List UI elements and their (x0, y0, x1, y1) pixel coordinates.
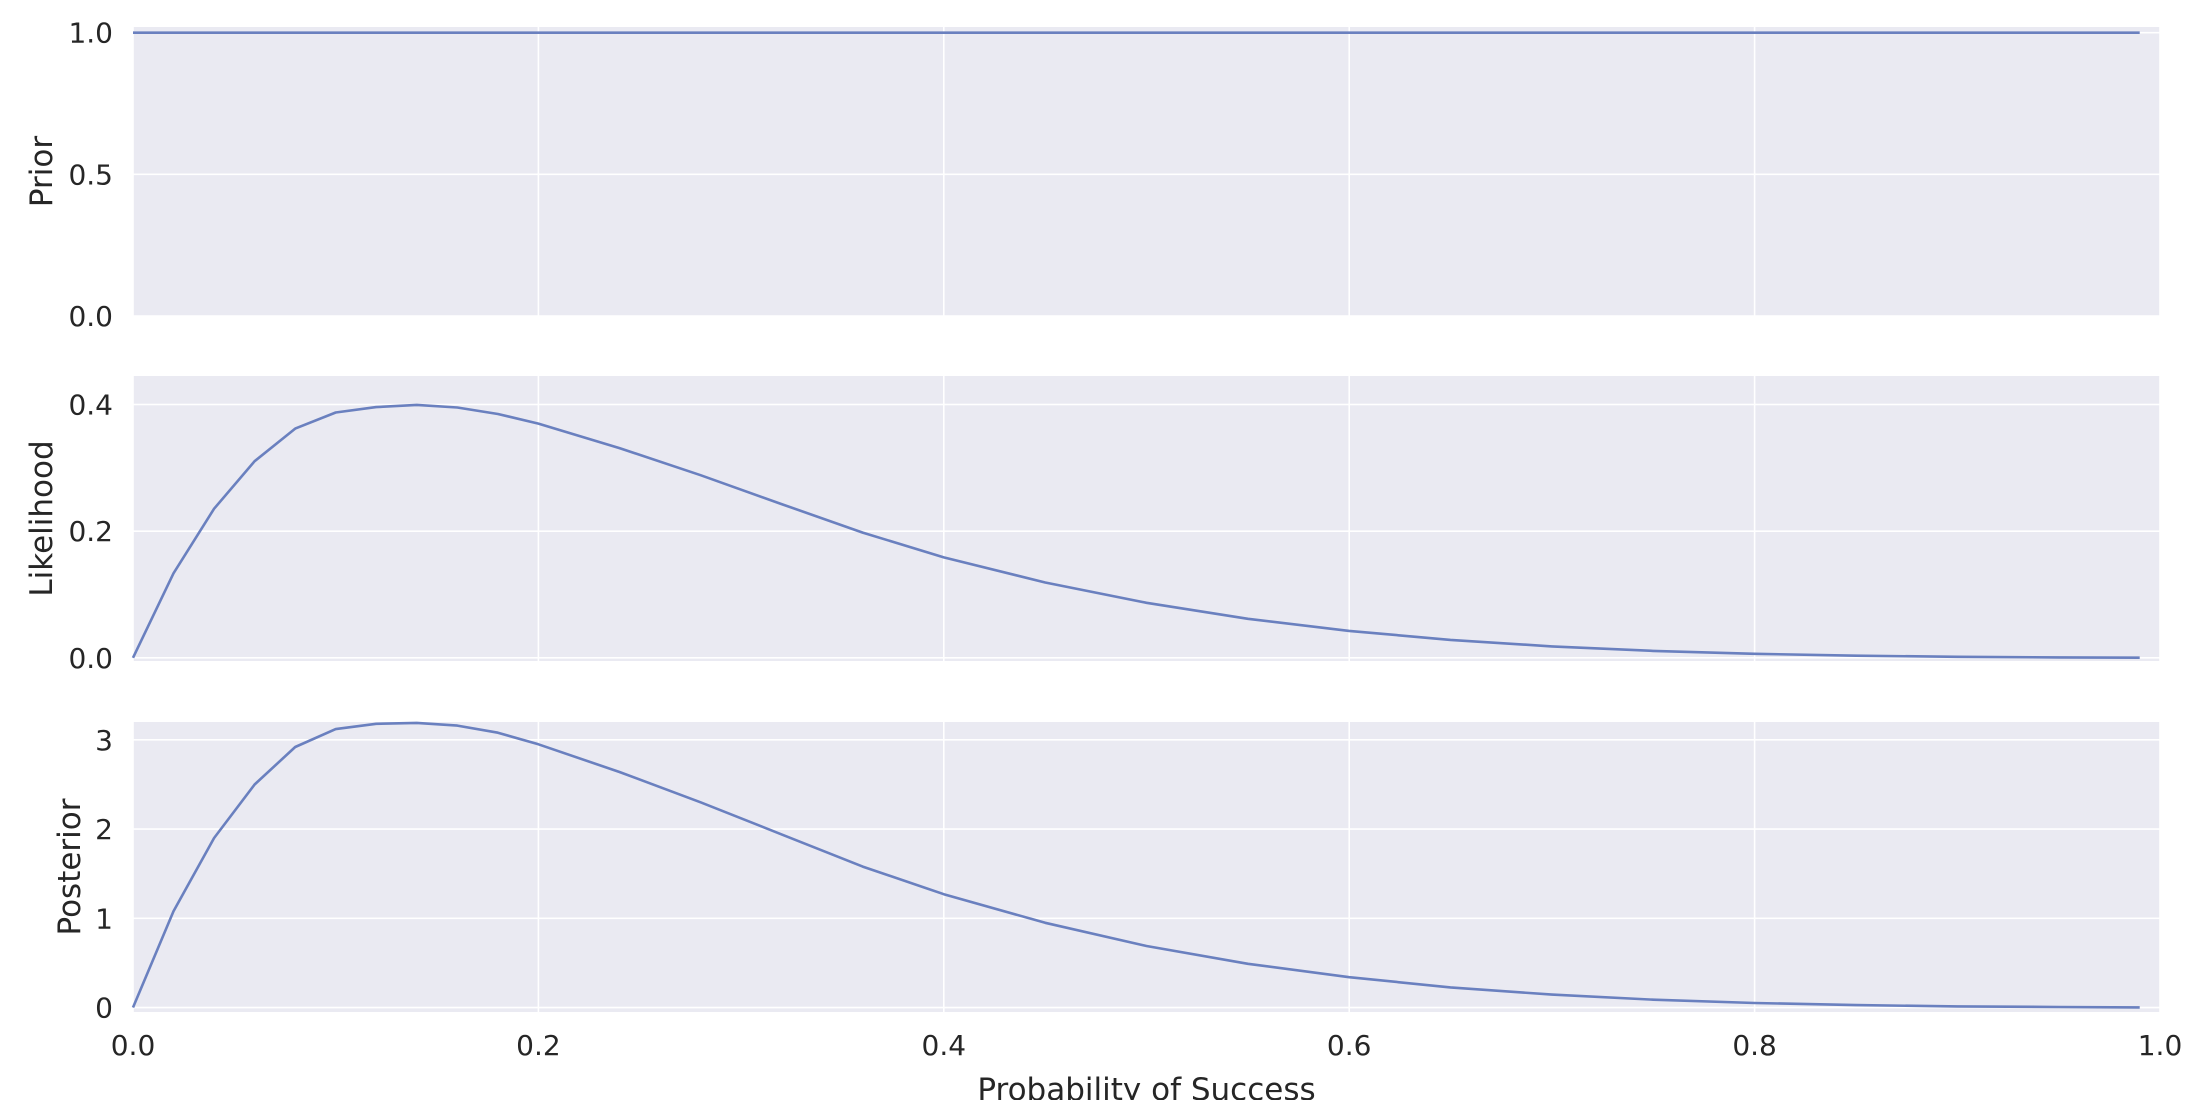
x-tick-label: 0.4 (922, 1029, 967, 1062)
y-tick-label: 0.0 (68, 642, 113, 675)
y-tick-label: 1.0 (68, 17, 113, 50)
x-tick-label: 1.0 (2138, 1029, 2183, 1062)
plot-area-3 (133, 722, 2160, 1012)
x-tick-label: 0.2 (516, 1029, 561, 1062)
y-axis-label: Prior (24, 136, 60, 207)
y-axis-label: Likelihood (24, 440, 60, 596)
y-tick-label: 0 (95, 992, 113, 1025)
y-tick-label: 0.5 (68, 158, 113, 191)
plot-area-2 (133, 376, 2160, 661)
y-tick-label: 1 (95, 902, 113, 935)
x-axis-label: Probability of Success (977, 1072, 1315, 1100)
y-tick-label: 0.0 (68, 300, 113, 333)
series-line-2 (131, 403, 2140, 660)
y-tick-label: 2 (95, 813, 113, 846)
series-line-3 (131, 721, 2140, 1009)
y-tick-label: 3 (95, 724, 113, 757)
plot-area-1 (133, 27, 2160, 316)
x-tick-label: 0.8 (1732, 1029, 1777, 1062)
y-tick-label: 0.4 (68, 389, 113, 422)
y-tick-label: 0.2 (68, 515, 113, 548)
y-axis-label: Posterior (52, 798, 88, 935)
x-tick-label: 0.6 (1327, 1029, 1372, 1062)
x-tick-label: 0.0 (111, 1029, 156, 1062)
